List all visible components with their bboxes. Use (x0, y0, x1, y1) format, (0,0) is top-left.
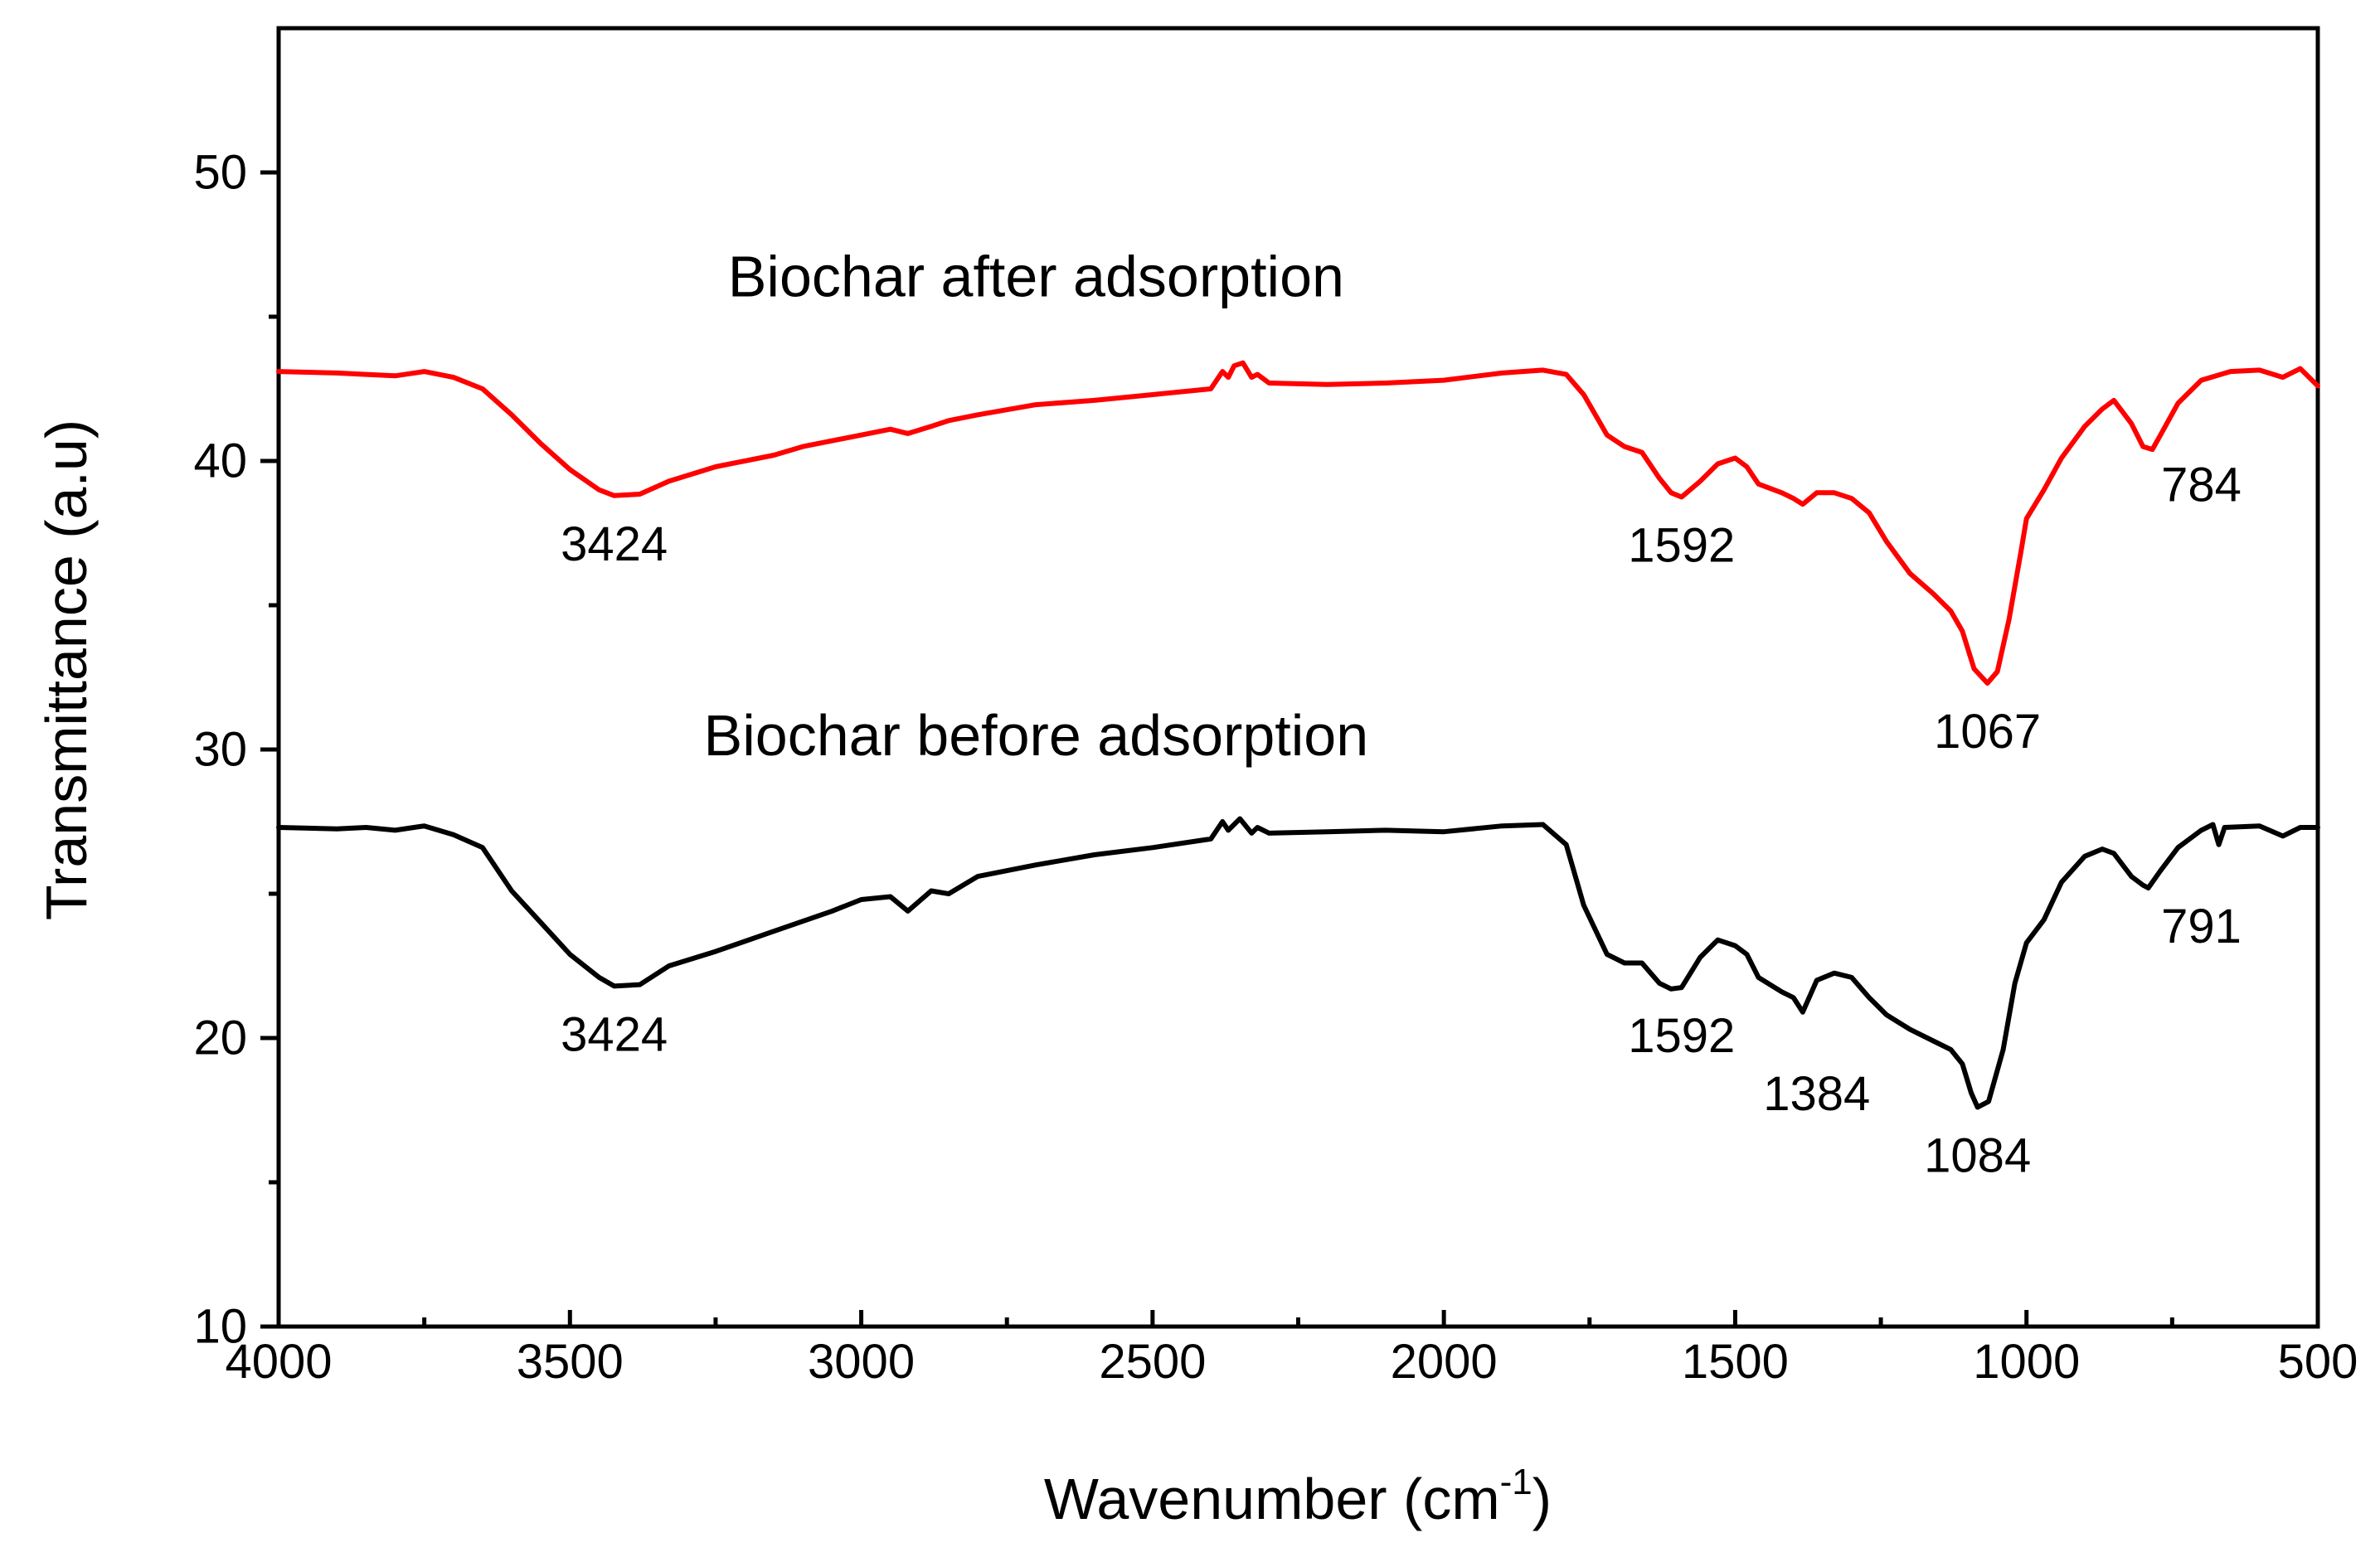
x-tick-label: 500 (2278, 1335, 2358, 1389)
x-tick-label: 3500 (517, 1335, 624, 1389)
peak-label: 1067 (1934, 705, 2041, 759)
peak-label: 1384 (1763, 1067, 1870, 1121)
series-line-after-adsorption (276, 360, 2320, 686)
y-tick-label: 40 (193, 434, 247, 488)
x-axis-title-close: ) (1532, 1467, 1552, 1531)
peak-label: 3424 (561, 517, 668, 571)
peak-label: 1084 (1924, 1129, 2031, 1183)
peak-label: 1592 (1628, 519, 1735, 573)
x-tick-label: 3000 (808, 1335, 915, 1389)
x-axis-title-superscript: -1 (1500, 1462, 1532, 1502)
x-tick-label: 1000 (1973, 1335, 2080, 1389)
x-tick-label: 2500 (1099, 1335, 1206, 1389)
y-tick-label: 20 (193, 1011, 247, 1065)
y-tick-label: 30 (193, 723, 247, 777)
y-axis-title: Transmittance (a.u) (34, 420, 99, 920)
series-title-before-adsorption: Biochar before adsorption (704, 703, 1369, 768)
x-axis-title-main: Wavenumber (cm (1044, 1467, 1500, 1531)
y-tick-label: 10 (193, 1300, 247, 1354)
y-tick-label: 50 (193, 146, 247, 200)
x-tick-label: 1500 (1682, 1335, 1789, 1389)
peak-label: 791 (2161, 900, 2242, 953)
x-tick-label: 4000 (225, 1335, 332, 1389)
x-tick-label: 2000 (1391, 1335, 1498, 1389)
x-axis-title: Wavenumber (cm-1) (1044, 1462, 1552, 1531)
peak-label: 784 (2161, 458, 2242, 512)
peak-label: 1592 (1628, 1009, 1735, 1063)
series-line-before-adsorption (276, 816, 2320, 1110)
peak-label: 3424 (561, 1007, 668, 1061)
series-title-after-adsorption: Biochar after adsorption (728, 245, 1344, 309)
